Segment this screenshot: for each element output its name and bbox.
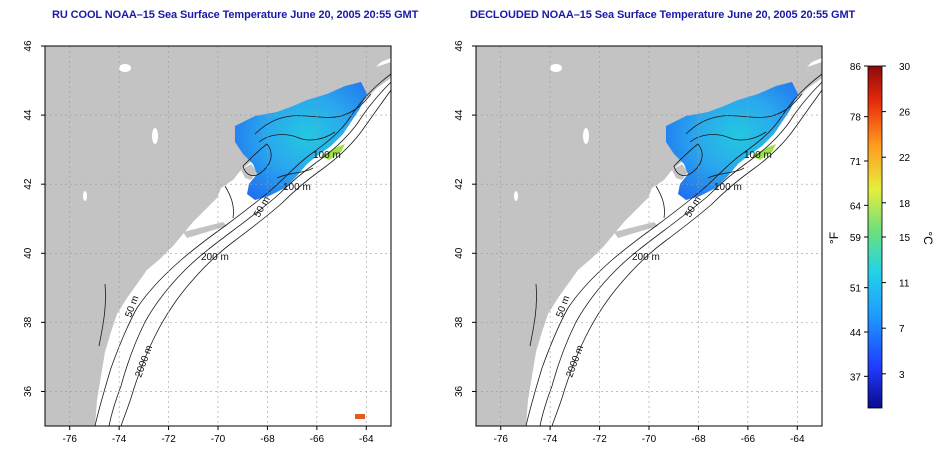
- lon-tick-label: -74: [543, 434, 558, 445]
- f-tick-label: 86: [850, 62, 862, 73]
- lat-tick-label: 46: [454, 40, 465, 52]
- c-tick-label: 18: [899, 199, 911, 210]
- lon-tick-label: -70: [211, 434, 226, 445]
- lon-tick-label: -66: [741, 434, 756, 445]
- lat-tick-label: 36: [454, 385, 465, 397]
- c-tick-label: 3: [899, 370, 905, 381]
- lat-tick-label: 46: [23, 40, 34, 52]
- c-tick-label: 26: [899, 108, 911, 119]
- lon-tick-label: -76: [62, 434, 77, 445]
- lon-tick-label: -66: [310, 434, 325, 445]
- contour-label: 200 m: [632, 252, 660, 263]
- f-tick-label: 64: [850, 201, 862, 212]
- f-tick-label: 71: [850, 157, 862, 168]
- lat-tick-label: 44: [454, 109, 465, 121]
- c-tick-label: 22: [899, 153, 911, 164]
- lon-tick-label: -68: [260, 434, 275, 445]
- lon-tick-label: -72: [592, 434, 607, 445]
- f-tick-label: 37: [850, 372, 862, 383]
- lat-tick-label: 36: [23, 385, 34, 397]
- lat-tick-label: 40: [454, 247, 465, 259]
- lat-tick-label: 42: [454, 178, 465, 190]
- lon-tick-label: -70: [642, 434, 657, 445]
- colorbar-gradient: [867, 65, 883, 409]
- lat-tick-label: 44: [23, 109, 34, 121]
- lat-tick-label: 42: [23, 178, 34, 190]
- right-map-panel: 100 m 100 m 50 m 200 m 50 m 2000 m -76 -7…: [454, 40, 823, 445]
- colorbar: 30 26 22 18 15 11 7 3 86 78 71 64 59 51 44 37 °F °C: [827, 62, 935, 409]
- lon-tick-label: -74: [112, 434, 127, 445]
- f-tick-label: 44: [850, 328, 862, 339]
- lat-tick-label: 38: [454, 316, 465, 328]
- contour-label: 100 m: [283, 182, 311, 193]
- contour-label: 100 m: [313, 150, 341, 161]
- f-tick-label: 51: [850, 284, 862, 295]
- colorbar-f-label: °F: [827, 232, 841, 244]
- lat-tick-label: 40: [23, 247, 34, 259]
- c-tick-label: 15: [899, 233, 911, 244]
- lon-tick-label: -72: [161, 434, 176, 445]
- c-tick-label: 30: [899, 62, 911, 73]
- left-panel-title: RU COOL NOAA–15 Sea Surface Temperature …: [52, 9, 419, 21]
- f-tick-label: 59: [850, 233, 862, 244]
- c-tick-label: 7: [899, 324, 905, 335]
- c-tick-label: 11: [899, 279, 910, 290]
- lon-tick-label: -64: [359, 434, 374, 445]
- lon-tick-label: -64: [790, 434, 805, 445]
- f-tick-label: 78: [850, 113, 862, 124]
- left-map-panel: 100 m 100 m 50 m 200 m 50 m 2000 m -76 -7…: [23, 40, 392, 445]
- lat-tick-label: 38: [23, 316, 34, 328]
- lon-tick-label: -68: [691, 434, 706, 445]
- right-panel-title: DECLOUDED NOAA–15 Sea Surface Temperatur…: [470, 9, 856, 21]
- colorbar-c-label: °C: [921, 231, 935, 245]
- contour-label: 200 m: [201, 252, 229, 263]
- warm-pixel-patch: [355, 414, 365, 419]
- lon-tick-label: -76: [493, 434, 508, 445]
- contour-label: 100 m: [744, 150, 772, 161]
- contour-label: 100 m: [714, 182, 742, 193]
